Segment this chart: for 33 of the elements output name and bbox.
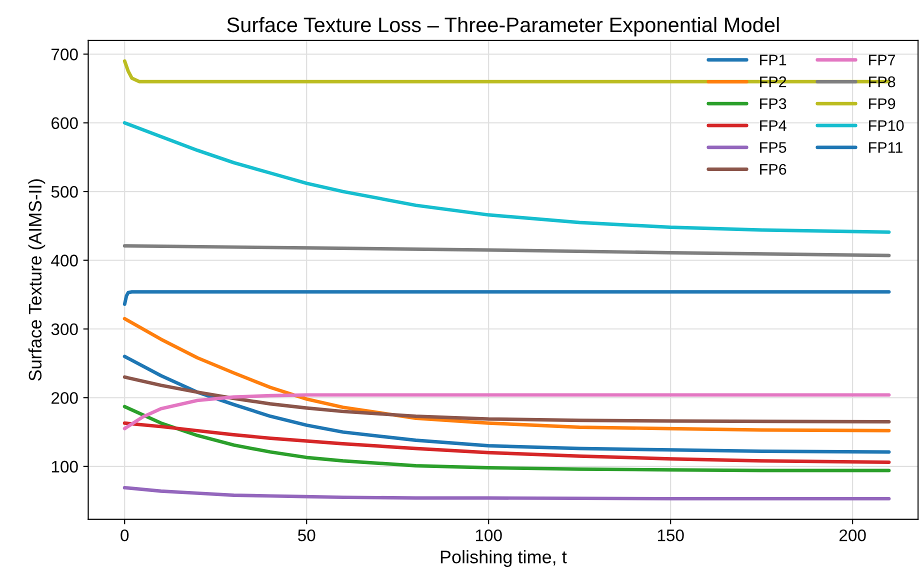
y-axis-title: Surface Texture (AIMS-II) <box>28 179 46 381</box>
line-series <box>122 316 891 432</box>
legend-label: FP5 <box>760 142 786 153</box>
x-tick-label: 200 <box>840 529 866 542</box>
y-tick-label: 500 <box>51 186 78 198</box>
line-series <box>122 486 891 500</box>
legend-label: FP9 <box>869 98 896 110</box>
line-series <box>122 421 891 464</box>
y-tick-label: 600 <box>52 117 78 130</box>
legend-label: FP10 <box>869 120 904 132</box>
legend-label: FP7 <box>869 54 896 66</box>
line-series <box>122 404 891 472</box>
legend-label: FP3 <box>760 98 786 110</box>
x-tick-label: 0 <box>120 529 129 542</box>
chart-title: Surface Texture Loss – Three-Parameter Exponential Model <box>227 16 779 36</box>
line-series <box>122 244 891 258</box>
x-tick-label: 50 <box>298 529 316 542</box>
x-axis-title: Polishing time, t <box>440 550 567 567</box>
line-series <box>122 354 891 454</box>
y-tick-label: 200 <box>52 392 78 404</box>
line-series <box>122 393 891 430</box>
line-series <box>122 290 891 306</box>
x-tick-label: 150 <box>658 529 684 542</box>
y-tick-label: 700 <box>52 48 78 60</box>
legend-label: FP11 <box>869 142 902 153</box>
legend-label: FP1 <box>760 54 786 66</box>
y-tick-label: 400 <box>51 254 78 266</box>
y-tick-label: 300 <box>51 323 78 336</box>
x-tick-label: 100 <box>476 529 502 542</box>
y-tick-label: 100 <box>52 460 78 473</box>
line-series <box>122 375 891 424</box>
legend-label: FP4 <box>760 120 786 131</box>
legend-label: FP6 <box>760 164 786 175</box>
